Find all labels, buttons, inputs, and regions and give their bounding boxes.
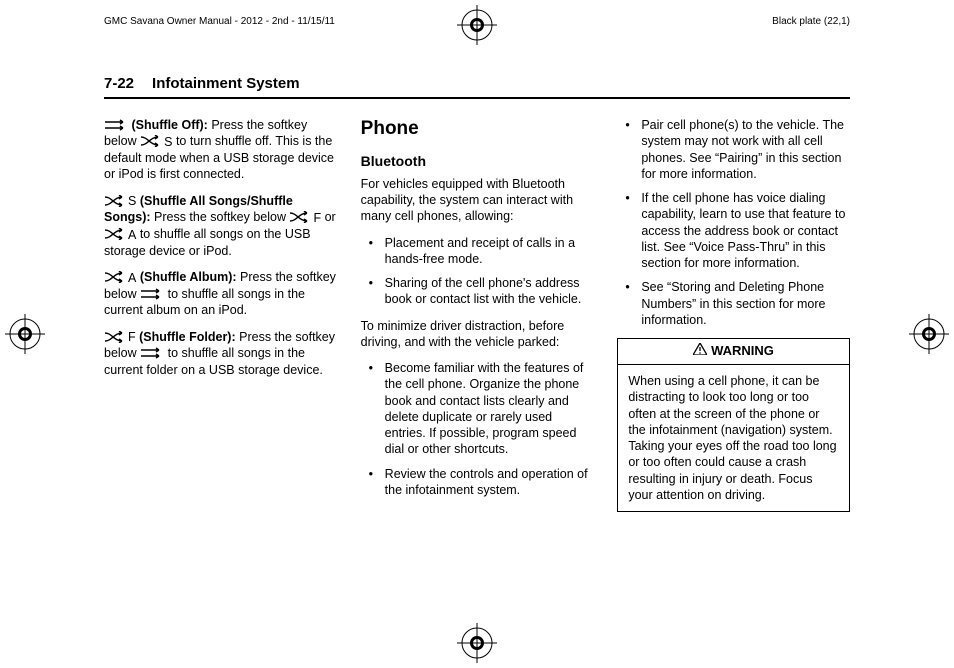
label: (Shuffle Off): (128, 118, 208, 132)
warning-label: WARNING (707, 343, 773, 358)
list-item: Placement and receipt of calls in a hand… (361, 235, 594, 268)
shuffle-icon (104, 331, 128, 343)
crop-mark-icon (5, 314, 45, 354)
manual-header-left: GMC Savana Owner Manual - 2012 - 2nd - 1… (104, 16, 335, 27)
text: or (321, 210, 336, 224)
letter: F (313, 210, 321, 226)
list-item: If the cell phone has voice dialing capa… (617, 190, 850, 271)
list-item: Become familiar with the features of the… (361, 360, 594, 458)
shuffle-off-para: (Shuffle Off): Press the softkey below S… (104, 117, 337, 183)
bluetooth-heading: Bluetooth (361, 152, 594, 170)
warning-triangle-icon (693, 343, 707, 360)
bluetooth-list-1: Placement and receipt of calls in a hand… (361, 235, 594, 308)
shuffle-songs-para: S (Shuffle All Songs/Shuffle Songs): Pre… (104, 193, 337, 260)
manual-header-right: Black plate (22,1) (772, 16, 850, 27)
minimize-distraction: To minimize driver distraction, before d… (361, 318, 594, 351)
bluetooth-intro: For vehicles equipped with Bluetooth cap… (361, 176, 594, 225)
letter: F (128, 329, 136, 345)
bluetooth-list-2: Become familiar with the features of the… (361, 360, 594, 498)
shuffle-icon (104, 195, 128, 207)
column-3: Pair cell phone(s) to the vehicle. The s… (617, 117, 850, 512)
warning-body: When using a cell phone, it can be distr… (618, 365, 849, 511)
column-2: Phone Bluetooth For vehicles equipped wi… (361, 117, 594, 512)
page-number: 7-22 (104, 75, 134, 92)
sequential-icon (140, 347, 164, 359)
shuffle-icon (140, 135, 164, 147)
warning-box: WARNING When using a cell phone, it can … (617, 338, 850, 512)
list-item: Pair cell phone(s) to the vehicle. The s… (617, 117, 850, 182)
shuffle-icon (104, 271, 128, 283)
list-item: Review the controls and operation of the… (361, 466, 594, 499)
crop-mark-icon (909, 314, 949, 354)
label: (Shuffle Album): (136, 270, 236, 284)
list-item: Sharing of the cell phone's address book… (361, 275, 594, 308)
shuffle-icon (289, 211, 313, 223)
list-item: See “Storing and Deleting Phone Numbers”… (617, 279, 850, 328)
label: (Shuffle Folder): (136, 330, 236, 344)
text: Press the softkey below (151, 210, 290, 224)
crop-mark-icon (457, 623, 497, 663)
shuffle-folder-para: F (Shuffle Folder): Press the softkey be… (104, 329, 337, 378)
column-1: (Shuffle Off): Press the softkey below S… (104, 117, 337, 512)
section-title: Infotainment System (152, 75, 300, 92)
bluetooth-list-3: Pair cell phone(s) to the vehicle. The s… (617, 117, 850, 328)
phone-heading: Phone (361, 117, 594, 142)
warning-title: WARNING (618, 339, 849, 365)
shuffle-album-para: A (Shuffle Album): Press the softkey bel… (104, 269, 337, 318)
page-header: 7-22 Infotainment System (104, 75, 850, 99)
shuffle-icon (104, 228, 128, 240)
sequential-icon (104, 119, 128, 131)
crop-mark-icon (457, 5, 497, 45)
sequential-icon (140, 288, 164, 300)
